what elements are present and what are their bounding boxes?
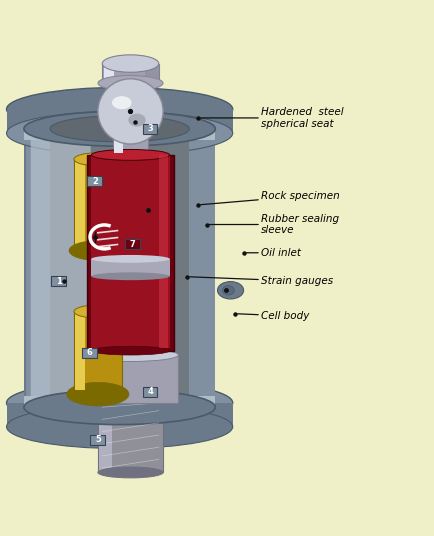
FancyBboxPatch shape [142,124,157,134]
FancyBboxPatch shape [114,133,122,153]
Ellipse shape [74,305,122,318]
FancyBboxPatch shape [7,109,232,133]
Ellipse shape [50,116,189,142]
FancyBboxPatch shape [91,259,169,276]
FancyBboxPatch shape [102,64,158,83]
Ellipse shape [7,87,232,131]
Polygon shape [31,112,91,402]
Ellipse shape [69,241,126,260]
FancyBboxPatch shape [7,403,232,427]
FancyBboxPatch shape [142,387,157,397]
FancyBboxPatch shape [75,159,85,251]
Ellipse shape [91,272,169,280]
FancyBboxPatch shape [125,239,140,249]
FancyBboxPatch shape [26,129,215,407]
Ellipse shape [112,96,131,109]
Ellipse shape [82,348,178,361]
FancyBboxPatch shape [24,129,215,407]
Ellipse shape [102,55,158,72]
Ellipse shape [24,111,215,146]
FancyBboxPatch shape [91,155,169,348]
FancyBboxPatch shape [90,435,105,445]
Ellipse shape [91,150,169,160]
FancyBboxPatch shape [75,311,85,390]
FancyBboxPatch shape [84,355,101,403]
Circle shape [98,79,163,144]
Text: 3: 3 [147,124,153,133]
FancyBboxPatch shape [74,159,122,251]
FancyBboxPatch shape [98,398,163,472]
Text: 6: 6 [86,348,92,358]
FancyBboxPatch shape [51,276,66,286]
Ellipse shape [91,255,169,263]
Text: Cell body: Cell body [237,311,309,321]
FancyBboxPatch shape [11,62,423,474]
FancyBboxPatch shape [24,396,215,407]
FancyBboxPatch shape [50,133,189,403]
FancyBboxPatch shape [104,64,114,83]
FancyBboxPatch shape [87,176,102,186]
Ellipse shape [98,393,163,404]
Ellipse shape [217,281,243,299]
Ellipse shape [74,153,122,166]
FancyBboxPatch shape [99,398,112,472]
Text: Oil inlet: Oil inlet [246,248,300,258]
FancyBboxPatch shape [87,155,174,351]
Ellipse shape [24,390,215,425]
Ellipse shape [66,382,129,406]
Text: 7: 7 [129,240,135,249]
Text: Hardened  steel
spherical seat: Hardened steel spherical seat [200,107,343,129]
FancyBboxPatch shape [144,64,158,83]
Ellipse shape [7,381,232,425]
FancyBboxPatch shape [24,129,215,140]
Text: Strain gauges: Strain gauges [189,276,332,286]
Text: Rubber sealing
sleeve: Rubber sealing sleeve [209,214,339,235]
FancyBboxPatch shape [158,155,168,348]
Text: Rock specimen: Rock specimen [200,191,339,205]
FancyBboxPatch shape [113,133,148,153]
Text: 1: 1 [56,277,62,286]
Polygon shape [24,111,119,425]
Text: 2: 2 [92,176,98,185]
Ellipse shape [7,111,232,155]
Ellipse shape [98,467,163,478]
Ellipse shape [7,405,232,449]
FancyBboxPatch shape [74,311,122,390]
Ellipse shape [128,114,145,126]
FancyBboxPatch shape [82,355,178,403]
FancyBboxPatch shape [82,348,96,358]
Ellipse shape [91,346,169,355]
Ellipse shape [222,286,233,295]
Text: 4: 4 [147,388,153,397]
Ellipse shape [98,76,163,91]
Text: 5: 5 [95,435,101,444]
